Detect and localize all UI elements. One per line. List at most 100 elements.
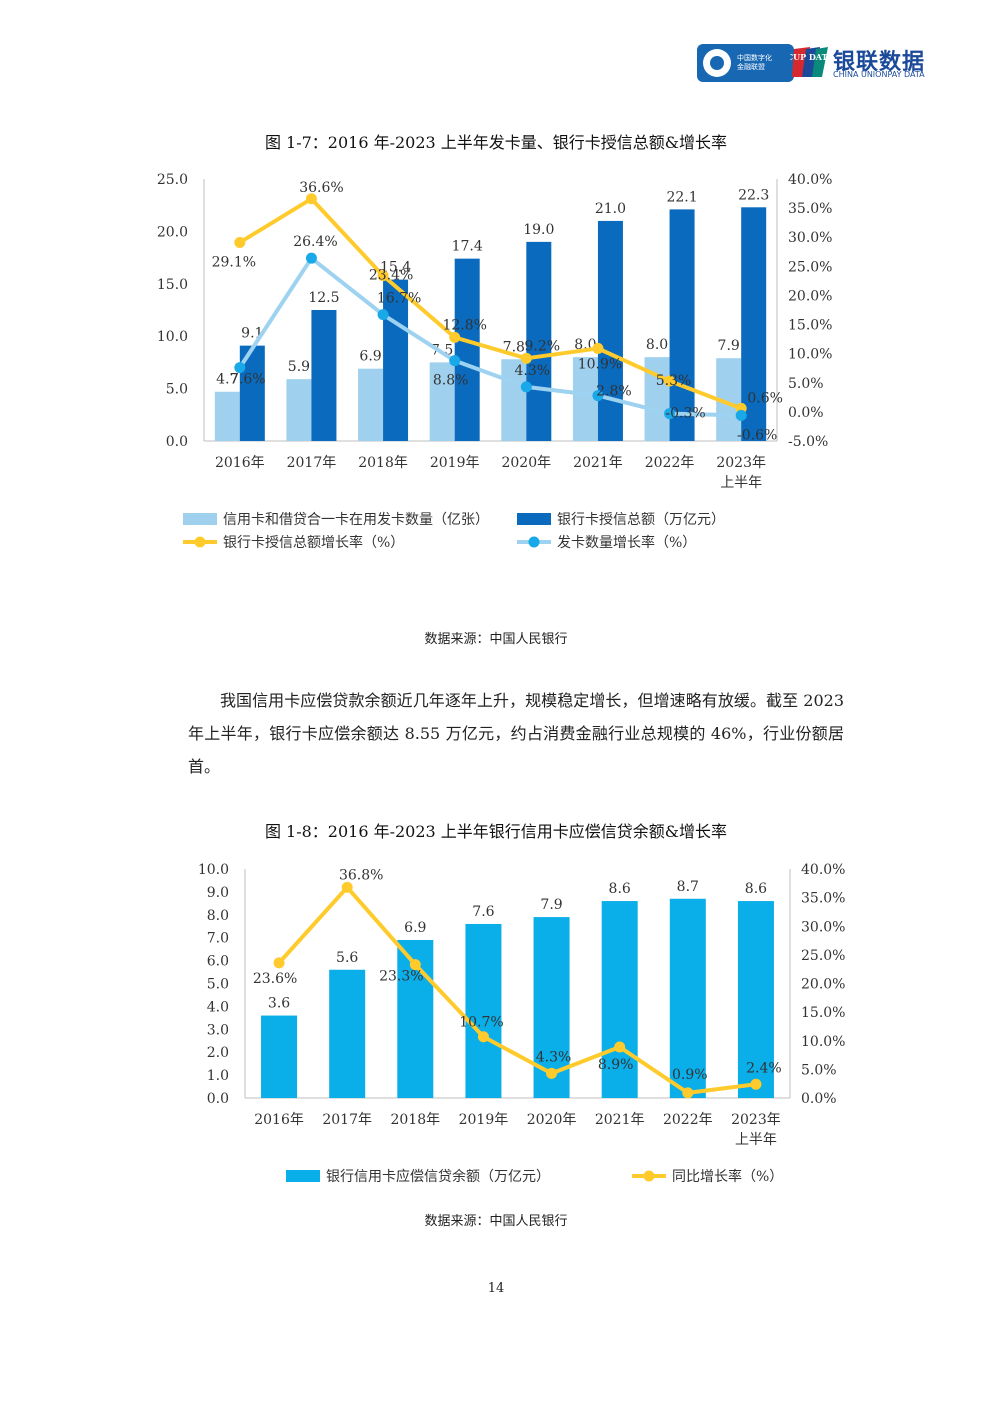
bar-value-label: 8.0 (646, 337, 668, 353)
bar-value-label: 22.1 (666, 189, 697, 205)
bar (737, 901, 774, 1098)
bar (311, 310, 337, 441)
series-point (682, 1087, 694, 1099)
chart-1: 0.0 5.0 10.0 15.0 20.0 25.0 -5.0% 0.0% 5.0% 10.0%… (157, 172, 833, 551)
svg-text:CUP DATA: CUP DATA (790, 52, 830, 62)
bar-value-label: 12.5 (308, 290, 339, 306)
left-tick-label: 10.0 (198, 862, 229, 878)
bar-value-label: 7.9 (540, 897, 562, 913)
bar-value-label: 21.0 (595, 201, 626, 217)
series-point (377, 270, 389, 282)
series-point (735, 409, 747, 421)
point-value-label: 10.9% (578, 356, 622, 372)
x-tick-label: 2018年 (358, 455, 408, 471)
legend-marker (643, 1170, 655, 1182)
point-value-label: 2.8% (596, 384, 632, 400)
point-value-label: 29.1% (212, 254, 256, 270)
bar (383, 279, 409, 441)
bar (465, 923, 502, 1098)
bar-value-label: 5.6 (336, 950, 358, 966)
x-tick-label: 2021年 (595, 1112, 645, 1128)
bar (669, 209, 695, 441)
right-tick-label: 0.0% (801, 1091, 837, 1107)
point-value-label: 8.9% (598, 1057, 634, 1073)
point-value-label: 23.3% (379, 969, 423, 985)
x-tick-label: 2020年 (527, 1112, 577, 1128)
point-value-label: 4.3% (515, 363, 551, 379)
x-tick-label: 2022年 (645, 455, 695, 471)
left-tick-label: 1.0 (207, 1068, 229, 1084)
point-value-label: 23.4% (369, 268, 413, 284)
series-point (234, 362, 246, 374)
right-tick-label: 20.0% (801, 977, 845, 993)
figure2-title: 图 1-8：2016 年-2023 上半年银行信用卡应偿信贷余额&增长率 (264, 822, 728, 841)
point-value-label: 0.9% (672, 1067, 708, 1083)
x-tick-label: 上半年 (735, 1132, 777, 1148)
right-tick-label: 10.0% (788, 347, 832, 363)
bar-value-label: 6.9 (404, 920, 426, 936)
bar-value-label: 5.9 (288, 359, 310, 375)
series-point (614, 1041, 626, 1053)
bar-value-label: 19.0 (523, 222, 554, 238)
right-tick-label: 0.0% (788, 405, 824, 421)
page-number: 14 (487, 1281, 505, 1296)
x-tick-label: 上半年 (720, 475, 762, 491)
legend-label: 信用卡和借贷合一卡在用发卡数量（亿张） (223, 512, 489, 528)
series-point (664, 408, 676, 420)
figure2-source: 数据来源：中国人民银行 (424, 1214, 568, 1229)
x-tick-label: 2023年 (731, 1112, 781, 1128)
bar (329, 969, 366, 1098)
chart-2: 0.0 1.0 2.0 3.0 4.0 5.0 6.0 7.0 8.0 9.0 10.0 0.0% 5.… (198, 862, 846, 1185)
series-point (520, 381, 532, 393)
series-point (664, 375, 676, 387)
bar-value-label: 7.6 (472, 904, 494, 920)
bar-value-label: 6.9 (359, 349, 381, 365)
legend-label: 发卡数量增长率（%） (557, 534, 696, 551)
left-tick-label: 0.0 (166, 434, 188, 450)
right-tick-label: 30.0% (788, 230, 832, 246)
bar-value-label: 3.6 (268, 996, 290, 1012)
series-point (305, 193, 317, 205)
figure1-source: 数据来源：中国人民银行 (424, 632, 568, 647)
bar-value-label: 17.4 (452, 239, 483, 255)
right-tick-label: 10.0% (801, 1034, 845, 1050)
point-value-label: 36.6% (299, 180, 343, 196)
x-tick-label: 2018年 (390, 1112, 440, 1128)
series-point (592, 390, 604, 402)
bar (526, 241, 552, 441)
x-tick-label: 2021年 (573, 455, 623, 471)
series-point (449, 355, 461, 367)
figure1-title: 图 1-7：2016 年-2023 上半年发卡量、银行卡授信总额&增长率 (264, 133, 728, 152)
point-value-label: 8.8% (433, 373, 469, 389)
bar (261, 1015, 298, 1098)
series-point (477, 1031, 489, 1043)
legend-swatch (517, 513, 551, 525)
x-tick-label: 2016年 (215, 455, 265, 471)
legend-label: 银行卡授信总额增长率（%） (223, 534, 404, 551)
series-point (520, 352, 532, 364)
point-value-label: 10.7% (459, 1015, 503, 1031)
right-tick-label: 5.0% (801, 1062, 837, 1078)
right-tick-label: 15.0% (801, 1005, 845, 1021)
bar (286, 379, 312, 441)
legend-label: 银行卡授信总额（万亿元） (557, 512, 725, 528)
body-paragraph: 我国信用卡应偿贷款余额近几年逐年上升，规模稳定增长，但增速略有放缓。截至 202… (188, 684, 844, 783)
left-tick-label: 7.0 (207, 931, 229, 947)
point-value-label: 26.4% (293, 234, 337, 250)
bar (741, 207, 767, 441)
right-tick-label: 40.0% (801, 862, 845, 878)
x-tick-label: 2023年 (716, 455, 766, 471)
left-tick-label: 4.0 (207, 999, 229, 1015)
right-tick-label: 5.0% (788, 376, 824, 392)
series-line (277, 885, 757, 1095)
left-tick-label: 8.0 (207, 908, 229, 924)
right-tick-label: 40.0% (788, 172, 832, 188)
left-tick-label: 15.0 (157, 277, 188, 293)
left-tick-label: 9.0 (207, 885, 229, 901)
right-tick-label: 35.0% (788, 201, 832, 217)
right-tick-label: 35.0% (801, 891, 845, 907)
series-point (273, 957, 285, 969)
left-tick-label: 10.0 (157, 329, 188, 345)
x-tick-label: 2019年 (459, 1112, 509, 1128)
right-tick-label: 25.0% (788, 259, 832, 275)
